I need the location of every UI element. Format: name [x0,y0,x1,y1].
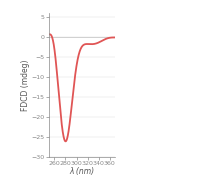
Y-axis label: FDCD (mdeg): FDCD (mdeg) [21,59,30,111]
X-axis label: λ (nm): λ (nm) [69,167,95,176]
